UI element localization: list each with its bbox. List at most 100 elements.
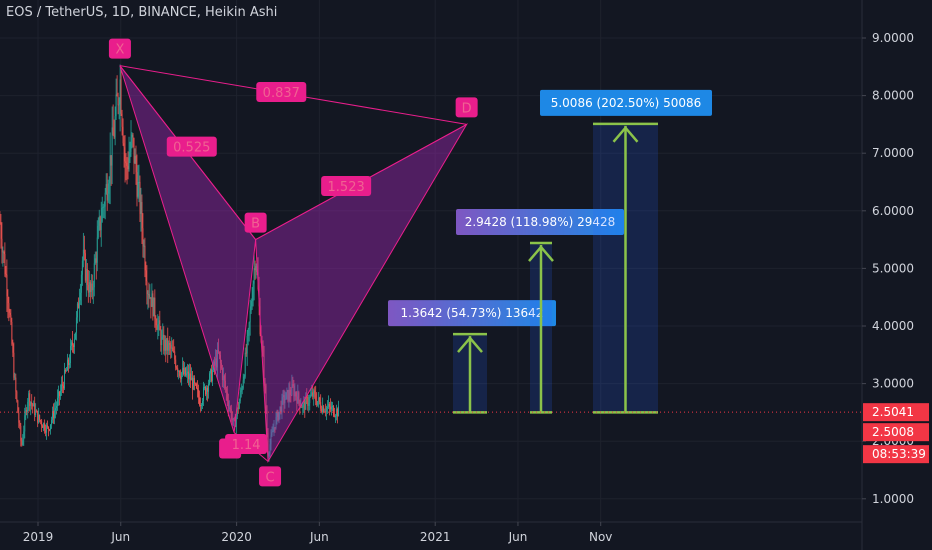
- x-tick-label: Jun: [309, 530, 329, 544]
- candle-body: [325, 411, 327, 413]
- candle-body: [44, 423, 46, 431]
- candle-body: [175, 359, 177, 368]
- candle-body: [214, 358, 216, 366]
- candle-body: [207, 387, 208, 392]
- candle-body: [69, 345, 71, 364]
- candle-body: [141, 202, 143, 229]
- target-label-2[interactable]: 2.9428 (118.98%) 29428: [465, 215, 616, 229]
- candle-body: [25, 410, 27, 416]
- candle-body: [15, 377, 17, 392]
- target-label-box[interactable]: [456, 209, 624, 236]
- candle-body: [295, 392, 297, 397]
- candle-body: [160, 330, 162, 346]
- candle-body: [291, 384, 293, 396]
- ratio-label-box[interactable]: [166, 136, 217, 157]
- candle-body: [306, 396, 308, 398]
- x-tick-label: 2019: [23, 530, 54, 544]
- point-label-box[interactable]: [455, 97, 478, 118]
- candle-body: [17, 400, 19, 413]
- candle-body: [66, 370, 67, 372]
- candle-body: [203, 387, 204, 402]
- candle-body: [267, 432, 269, 457]
- target-label-box[interactable]: [388, 300, 556, 327]
- target-projections[interactable]: 1.3642 (54.73%) 13642 2.9428 (118.98%) 29…: [388, 89, 712, 414]
- candle-body: [269, 444, 271, 454]
- candle-body: [202, 401, 203, 405]
- point-label-c[interactable]: C: [266, 470, 275, 485]
- candle-body: [188, 371, 190, 380]
- candle-body: [47, 425, 49, 427]
- candle-body: [313, 390, 315, 397]
- candle-body: [289, 390, 291, 396]
- candle-body: [323, 406, 325, 413]
- candle-body: [240, 390, 242, 393]
- candle-body: [84, 253, 86, 281]
- candle-body: [94, 258, 96, 264]
- point-label-box[interactable]: [244, 212, 267, 233]
- candle-body: [147, 294, 149, 296]
- ratio-label[interactable]: 1.523: [328, 180, 365, 195]
- candle-body: [265, 385, 267, 412]
- candle-body: [78, 300, 80, 309]
- candle-body: [149, 297, 151, 299]
- point-label-b[interactable]: B: [251, 217, 260, 232]
- candle-body: [283, 395, 285, 404]
- point-label-box[interactable]: [259, 466, 282, 487]
- candle-body: [329, 403, 331, 407]
- ratio-label[interactable]: 0.837: [263, 86, 300, 101]
- candle-body: [0, 222, 2, 239]
- candle-body: [7, 296, 9, 304]
- candle-body: [206, 387, 207, 395]
- point-label-x[interactable]: X: [115, 43, 124, 58]
- candle-body: [46, 425, 48, 433]
- target-label-3[interactable]: 5.0086 (202.50%) 50086: [551, 96, 702, 110]
- candle-body: [317, 401, 319, 405]
- candle-body: [213, 361, 215, 366]
- candle-body: [230, 409, 232, 420]
- candle-body: [52, 411, 54, 420]
- candle-body: [129, 151, 131, 158]
- candle-body: [126, 163, 128, 166]
- candle-body: [228, 407, 230, 409]
- candle-body: [72, 345, 74, 348]
- candle-body: [110, 155, 112, 166]
- candle-body: [67, 359, 68, 371]
- candle-body: [268, 453, 270, 457]
- ratio-label[interactable]: 0.525: [173, 141, 210, 156]
- candle-body: [219, 355, 221, 364]
- point-label-box[interactable]: [108, 38, 131, 59]
- candle-body: [85, 268, 87, 281]
- point-label-d[interactable]: D: [462, 101, 472, 116]
- ratio-label-box[interactable]: [321, 176, 372, 196]
- price-axis[interactable]: 1.00002.00003.00004.00005.00006.00007.00…: [862, 31, 929, 506]
- target-label-box[interactable]: [540, 89, 712, 116]
- candle-body: [244, 352, 246, 377]
- candle-body: [130, 137, 132, 152]
- candle-body: [144, 245, 146, 271]
- ratio-label-box[interactable]: [225, 433, 268, 454]
- x-tick-label: Nov: [589, 530, 612, 544]
- candle-body: [45, 430, 47, 433]
- candle-body: [281, 397, 283, 413]
- ratio-label[interactable]: 1.14: [232, 438, 261, 453]
- candle-body: [242, 380, 244, 389]
- candle-body: [193, 378, 195, 390]
- candle-body: [118, 104, 120, 106]
- x-tick-label: Jun: [508, 530, 528, 544]
- candle-body: [318, 397, 320, 402]
- chart-title: EOS / TetherUS, 1D, BINANCE, Heikin Ashi: [6, 5, 278, 20]
- candle-body: [292, 384, 294, 386]
- candle-body: [210, 369, 211, 374]
- target-label-1[interactable]: 1.3642 (54.73%) 13642: [401, 306, 544, 320]
- time-axis[interactable]: 2019 Jun 2020 Jun 2021 Jun Nov: [23, 522, 613, 544]
- candle-body: [134, 155, 136, 164]
- x-tick-label: 2020: [221, 530, 252, 544]
- candle-body: [235, 416, 237, 427]
- candle-body: [196, 383, 197, 389]
- ratio-label-box[interactable]: [256, 82, 307, 103]
- y-tick-label: 8.0000: [872, 89, 914, 103]
- candle-body: [143, 245, 145, 247]
